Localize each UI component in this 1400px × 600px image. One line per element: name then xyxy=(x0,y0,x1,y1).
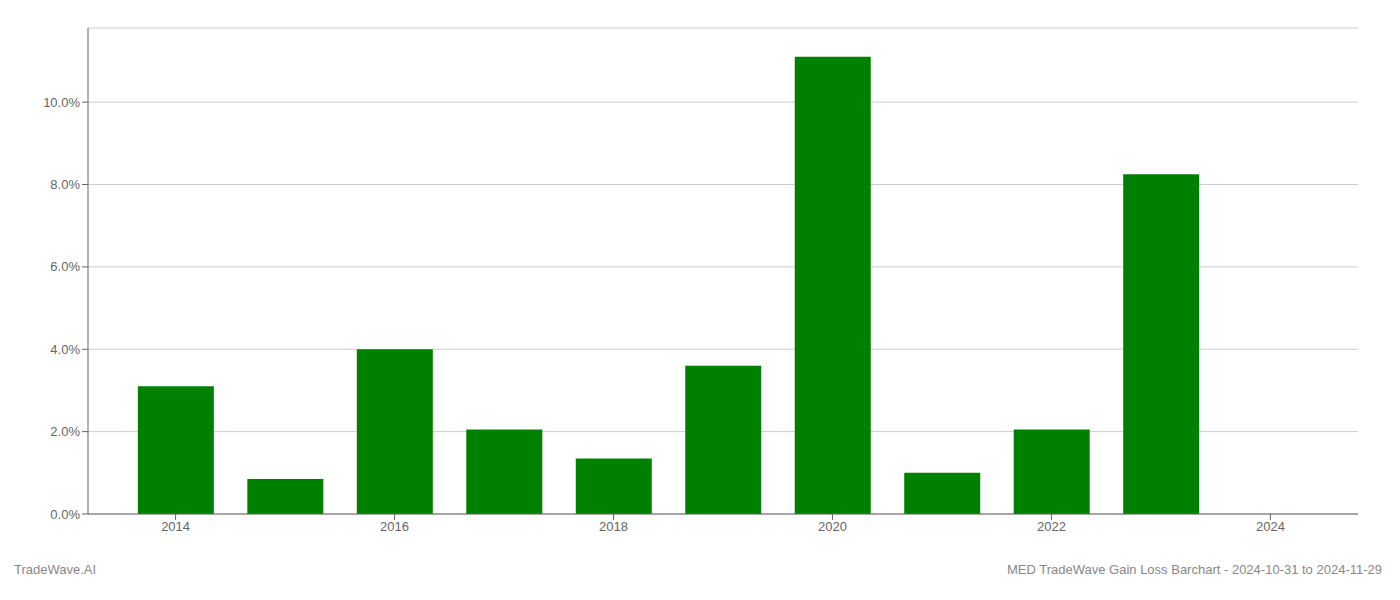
svg-text:2016: 2016 xyxy=(380,519,409,534)
svg-text:2014: 2014 xyxy=(161,519,190,534)
svg-text:6.0%: 6.0% xyxy=(50,259,80,274)
svg-text:10.0%: 10.0% xyxy=(43,95,80,110)
svg-text:2.0%: 2.0% xyxy=(50,424,80,439)
svg-text:2020: 2020 xyxy=(818,519,847,534)
html-text:TradeWave.AI: TradeWave.AI xyxy=(14,562,97,577)
svg-text:8.0%: 8.0% xyxy=(50,177,80,192)
svg-text:4.0%: 4.0% xyxy=(50,342,80,357)
svg-text:2022: 2022 xyxy=(1037,519,1066,534)
html-text:MED TradeWave Gain Loss Barcha: MED TradeWave Gain Loss Barchart - 2024-… xyxy=(1007,562,1382,577)
svg-text:2024: 2024 xyxy=(1256,519,1285,534)
svg-text:2018: 2018 xyxy=(599,519,628,534)
svg-text:0.0%: 0.0% xyxy=(50,507,80,522)
